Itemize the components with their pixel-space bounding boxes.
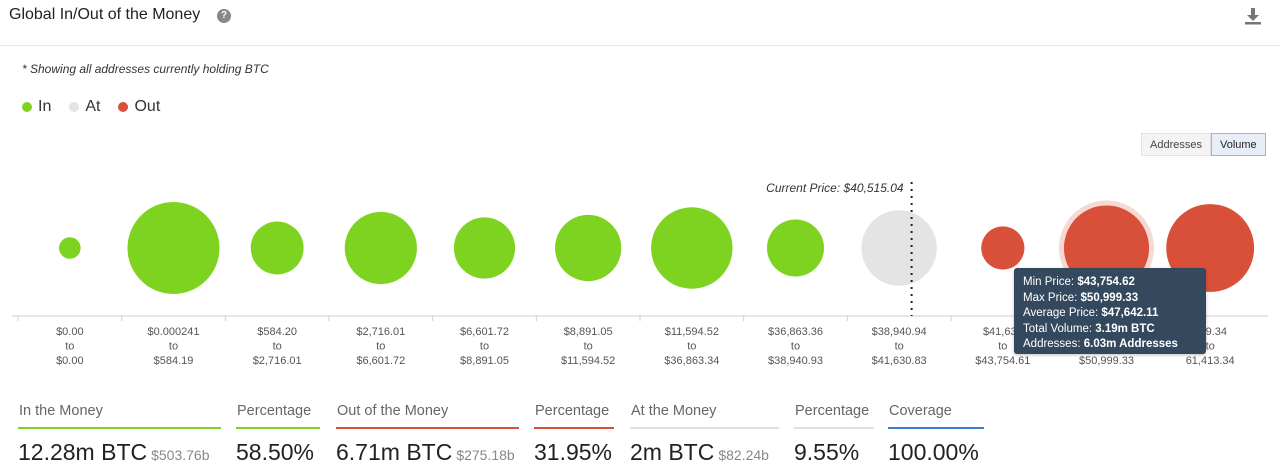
bubble-in[interactable] [555, 214, 622, 282]
x-tick-label: to [895, 341, 904, 353]
bubble-at[interactable] [861, 210, 937, 286]
stat-out-percentage: Percentage 31.95% [534, 403, 614, 465]
bubble-in[interactable] [344, 211, 417, 285]
x-tick-label: $6,601.72 [356, 355, 405, 367]
legend-item-out[interactable]: Out [118, 98, 160, 116]
stat-in-the-money: In the Money 12.28m BTC $503.76b [18, 402, 221, 466]
legend-dot-in [22, 102, 32, 112]
legend-label-in: In [38, 98, 52, 115]
legend-label-at: At [85, 98, 101, 115]
x-tick-label: $2,716.01 [253, 355, 302, 367]
addresses-toggle-button[interactable]: Addresses [1141, 133, 1211, 156]
x-tick-label: $36,863.36 [768, 326, 823, 338]
bubble-in[interactable] [59, 237, 81, 259]
bubble-in[interactable] [250, 221, 304, 275]
legend-dot-out [118, 102, 129, 112]
x-tick-label: to [1206, 341, 1215, 353]
legend-dot-at [69, 102, 80, 112]
x-tick-label: to [480, 341, 489, 353]
tooltip-avg-row: Average Price: $47,642.11 [1023, 307, 1159, 319]
x-tick-label: $0.000241 [148, 326, 200, 338]
stat-at-the-money: At the Money 2m BTC $82.24b [630, 402, 779, 466]
tooltip-min-row: Min Price: $43,754.62 [1023, 276, 1135, 288]
bubble-in[interactable] [453, 217, 516, 279]
volume-toggle-button[interactable]: Volume [1210, 133, 1266, 156]
tooltip-max-row: Max Price: $50,999.33 [1023, 291, 1139, 304]
x-tick-label: to [273, 341, 282, 353]
bubble-out[interactable] [981, 226, 1025, 270]
x-tick-label: 61,413.34 [1186, 355, 1235, 367]
widget-header: Global In/Out of the Money ? [0, 0, 1280, 46]
x-tick-label: $8,891.05 [460, 355, 509, 367]
x-tick-label: $2,716.01 [356, 326, 405, 338]
current-price-label: Current Price: $40,515.04 [766, 181, 904, 195]
x-tick-label: $36,863.34 [664, 355, 719, 367]
x-tick-label: $43,754.61 [975, 355, 1030, 367]
x-tick-label: $0.00 [56, 355, 84, 367]
x-tick-label: to [169, 341, 178, 353]
metric-toggle: Addresses Volume [1141, 133, 1266, 156]
x-tick-label: $50,999.33 [1079, 355, 1134, 367]
summary-stats: In the Money 12.28m BTC $503.76b Percenta… [18, 402, 1268, 472]
stat-in-percentage: Percentage 58.50% [236, 402, 320, 466]
x-tick-label: to [376, 341, 385, 353]
download-icon[interactable] [1243, 6, 1263, 26]
stat-out-of-the-money: Out of the Money 6.71m BTC $275.18b [336, 402, 519, 466]
stat-coverage: Coverage 100.00% [888, 402, 984, 466]
bubble-in[interactable] [127, 202, 220, 294]
bubble-in[interactable] [766, 219, 825, 277]
x-tick-label: to [998, 341, 1007, 353]
x-tick-label: $8,891.05 [564, 326, 613, 338]
x-tick-label: to [584, 341, 593, 353]
x-tick-label: $41,630 [983, 326, 1023, 338]
x-tick-label: to [687, 341, 696, 353]
bubble-in[interactable] [651, 207, 733, 289]
x-tick-label: $6,601.72 [460, 326, 509, 338]
widget-title: Global In/Out of the Money [9, 6, 201, 23]
x-tick-label: $11,594.52 [561, 355, 615, 367]
bubble-tooltip: Min Price: $43,754.62 Max Price: $50,999… [1014, 268, 1206, 354]
x-tick-label: to [65, 341, 74, 353]
x-tick-label: $41,630.83 [872, 355, 927, 367]
x-tick-label: $584.19 [154, 355, 194, 367]
help-icon[interactable]: ? [217, 9, 231, 23]
legend-item-at[interactable]: At [69, 98, 100, 116]
x-tick-label: to [791, 341, 800, 353]
tooltip-addresses-row: Addresses: 6.03m Addresses [1023, 338, 1178, 350]
x-tick-label: $0.00 [56, 326, 84, 338]
x-tick-label: $38,940.94 [872, 326, 927, 338]
legend: In At Out [22, 98, 160, 116]
legend-label-out: Out [134, 98, 161, 115]
tooltip-volume-row: Total Volume: 3.19m BTC [1023, 322, 1155, 335]
x-tick-label: $38,940.93 [768, 355, 823, 367]
legend-item-in[interactable]: In [22, 98, 51, 116]
holding-note: * Showing all addresses currently holdin… [22, 62, 269, 76]
x-tick-label: $11,594.52 [665, 326, 719, 338]
stat-at-percentage: Percentage 9.55% [794, 402, 874, 466]
x-tick-label: $584.20 [257, 326, 297, 338]
